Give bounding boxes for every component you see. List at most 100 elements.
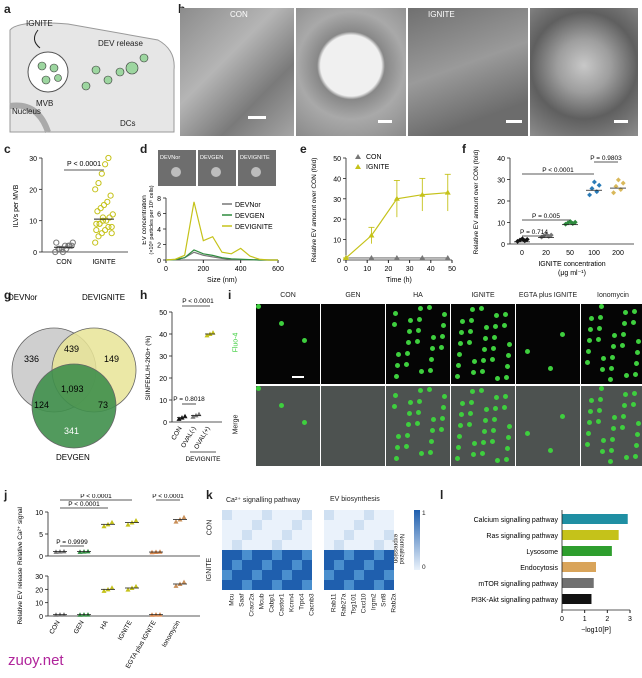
panel-c-letter: c	[4, 142, 11, 156]
k-gene-label: Cacnb3	[308, 593, 316, 616]
y-tick-label: 2	[157, 243, 161, 250]
i-cell-signal	[392, 322, 397, 327]
i-cell-signal	[507, 342, 512, 347]
k-heatmap-cell	[272, 540, 282, 550]
y-tick-label: 0	[337, 258, 341, 265]
j-x-label: CON	[48, 619, 61, 635]
i-cell-signal	[504, 457, 509, 462]
i-cell-signal	[458, 341, 463, 346]
d-xlabel: Size (nm)	[207, 277, 237, 284]
venn-count: 341	[64, 426, 79, 436]
k-heatmap-cell	[384, 570, 394, 580]
k-heatmap-cell	[272, 520, 282, 530]
i-cell-signal	[600, 367, 605, 372]
venn-label-gen: DEVGEN	[56, 453, 90, 462]
k-heatmap-cell	[354, 580, 364, 590]
x-tick-label: 1	[583, 616, 587, 623]
y-tick-label: 10	[35, 510, 43, 517]
k-heatmap-cell	[344, 530, 354, 540]
i-cell-signal	[507, 424, 512, 429]
i-cell-signal	[548, 366, 553, 371]
k-heatmap-cell	[302, 530, 312, 540]
k-heatmap-cell	[302, 580, 312, 590]
f-xlabel: IGNITE concentration	[538, 261, 605, 268]
y-tick-label: 30	[333, 197, 341, 204]
d-thumb-label: DEVGEN	[200, 155, 223, 161]
venn-gen	[31, 363, 117, 449]
d-legend-label: DEVIGNITE	[235, 224, 273, 231]
k-heatmap-cell	[302, 510, 312, 520]
l-pathway-label: Calcium signalling pathway	[474, 517, 559, 524]
i-cell-signal	[622, 403, 627, 408]
y-tick-label: 30	[35, 574, 43, 581]
i-cell-signal	[621, 414, 626, 419]
i-cell-signal	[505, 364, 510, 369]
k-heatmap-cell	[344, 540, 354, 550]
k-heatmap-cell	[384, 520, 394, 530]
j-top-point	[101, 523, 107, 529]
f-point	[613, 183, 619, 189]
j-bottom-point	[125, 587, 131, 592]
dcs-label: DCs	[120, 119, 136, 128]
f-p-value: P = 0.005	[532, 213, 560, 220]
c-point	[93, 220, 100, 227]
h-point	[204, 332, 210, 338]
k-heatmap-cell	[292, 530, 302, 540]
k-heatmap-cell	[262, 560, 272, 570]
c-point	[103, 217, 110, 224]
h-point	[210, 330, 216, 335]
k-heatmap-cell	[272, 570, 282, 580]
h-group-label: DEVIGNITE	[185, 456, 221, 463]
i-cell-signal	[479, 306, 484, 311]
i-cell-signal	[494, 395, 499, 400]
i-cell-signal	[609, 366, 614, 371]
venn-count: 336	[24, 354, 39, 364]
panel-e-chart: 0 10 20 30 40 50 0 10 20 30 40 50 Time (h) Relative E…	[311, 154, 456, 284]
i-cell-signal	[622, 321, 627, 326]
i-cell-signal	[393, 311, 398, 316]
c-point	[56, 245, 63, 252]
k-heatmap-cell	[374, 550, 384, 560]
i-cell-signal	[472, 441, 477, 446]
h-point	[190, 414, 196, 419]
i-cell-signal	[455, 456, 460, 461]
i-cell-signal	[469, 400, 474, 405]
k-heatmap-cell	[252, 560, 262, 570]
i-cell-signal	[560, 332, 565, 337]
i-cell-signal	[416, 328, 421, 333]
k-heatmap-cell	[374, 520, 384, 530]
y-tick-label: 10	[29, 219, 37, 226]
f-point	[611, 190, 617, 196]
k-gene-label: Castor1	[278, 593, 286, 617]
i-cell-signal	[256, 386, 261, 391]
panel-a-letter: a	[4, 2, 11, 16]
venn-label-ignite: DEVIGNITE	[82, 293, 125, 302]
c-x-label: IGNITE	[92, 259, 116, 266]
k-heatmap-cell	[324, 570, 334, 580]
d-ylabel: (×10⁸ particles per 10⁶ cells)	[148, 185, 155, 254]
c-point	[62, 242, 69, 249]
i-cell-signal	[406, 422, 411, 427]
i-cell-signal	[482, 429, 487, 434]
i-cell-signal	[419, 451, 424, 456]
panel-d-chart: DEVNor DEVGEN DEVIGNITE 0 2 4 6 8 0 200 400 600 Size…	[142, 150, 284, 284]
nucleus-shape	[9, 102, 51, 134]
i-cell-signal	[469, 318, 474, 323]
k-gene-label: Saaf	[238, 593, 246, 607]
k-gene-label: Kcnn4	[288, 593, 296, 612]
i-cell-signal	[457, 434, 462, 439]
i-cell-signal	[468, 411, 473, 416]
i-cell-signal	[393, 393, 398, 398]
h-point	[176, 416, 182, 421]
k-heatmap-cell	[364, 550, 374, 560]
i-fluo-tile	[321, 304, 385, 384]
i-cell-signal	[635, 432, 640, 437]
y-tick-label: 10	[159, 398, 167, 405]
x-tick-label: 200	[612, 250, 624, 257]
y-tick-label: 40	[333, 176, 341, 183]
k-heatmap-cell	[324, 560, 334, 570]
j-top-point	[173, 519, 179, 524]
c-point	[97, 205, 104, 212]
h-point	[182, 413, 188, 419]
j-p-value: P < 0.0001	[152, 494, 184, 500]
